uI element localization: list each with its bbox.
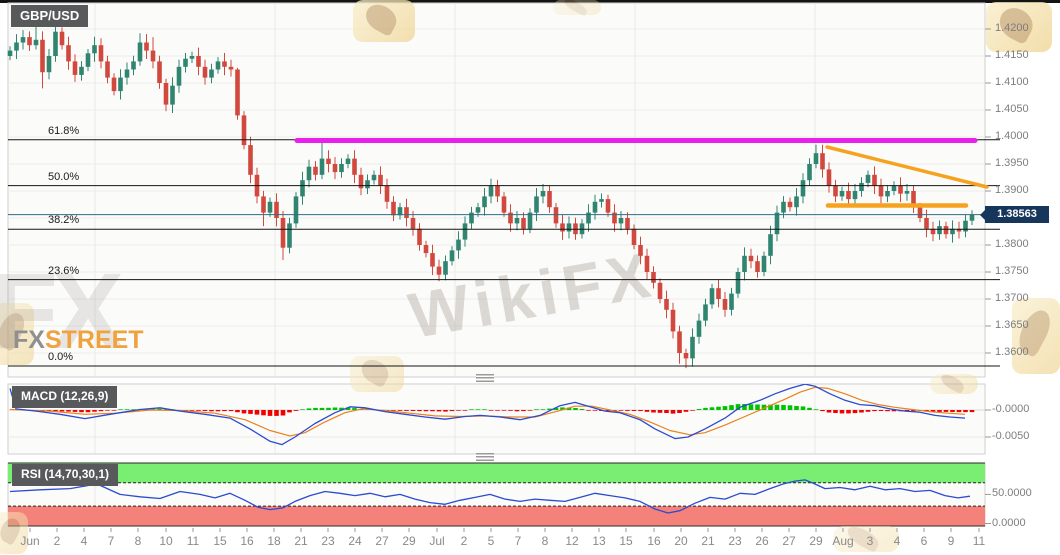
top-border bbox=[0, 0, 1060, 3]
date-label: 16 bbox=[240, 534, 254, 548]
date-label: 29 bbox=[809, 534, 823, 548]
date-label: 2 bbox=[460, 534, 468, 548]
panel-resize-handle[interactable] bbox=[476, 453, 494, 461]
date-label: 27 bbox=[375, 534, 389, 548]
date-label: 8 bbox=[134, 534, 142, 548]
date-label: 15 bbox=[213, 534, 227, 548]
date-label: 8 bbox=[541, 534, 549, 548]
wikifx-stamp-watermark bbox=[350, 356, 404, 392]
fxstreet-logo-fx: FX bbox=[13, 326, 45, 354]
price-axis-label: 1.4200 bbox=[995, 22, 1029, 34]
date-label: 10 bbox=[159, 534, 173, 548]
price-axis-label: 1.4100 bbox=[995, 76, 1029, 88]
date-label: 9 bbox=[947, 534, 955, 548]
price-axis-label: 1.3950 bbox=[995, 157, 1029, 169]
date-label: 6 bbox=[920, 534, 928, 548]
date-label: 12 bbox=[565, 534, 579, 548]
date-label: 29 bbox=[402, 534, 416, 548]
price-axis-label: 1.3800 bbox=[995, 238, 1029, 250]
date-label: 4 bbox=[893, 534, 901, 548]
date-label: 4 bbox=[80, 534, 88, 548]
wikifx-stamp-watermark bbox=[0, 303, 34, 365]
date-label: 13 bbox=[592, 534, 606, 548]
fib-level-label: 0.0% bbox=[48, 350, 74, 363]
date-label: 5 bbox=[487, 534, 495, 548]
date-label: 7 bbox=[514, 534, 522, 548]
fib-level-label: 38.2% bbox=[48, 214, 80, 227]
date-label: 11 bbox=[186, 534, 200, 548]
date-label: 21 bbox=[294, 534, 308, 548]
macd-axis-label: -0.0050 bbox=[992, 430, 1030, 442]
wikifx-stamp-watermark bbox=[1012, 298, 1060, 374]
wikifx-stamp-watermark bbox=[0, 512, 28, 554]
price-axis-label: 1.4050 bbox=[995, 103, 1029, 115]
date-label: 18 bbox=[267, 534, 281, 548]
fxstreet-logo-street: STREET bbox=[44, 326, 144, 354]
macd-axis-label: -0.0000 bbox=[992, 403, 1030, 415]
fib-level-label: 50.0% bbox=[48, 170, 80, 183]
price-axis-label: 1.3700 bbox=[995, 292, 1029, 304]
price-axis-label: 1.3600 bbox=[995, 346, 1029, 358]
date-label: 27 bbox=[782, 534, 796, 548]
panel-resize-handle[interactable] bbox=[476, 374, 494, 382]
wikifx-stamp-watermark bbox=[930, 374, 978, 394]
wikifx-stamp-watermark bbox=[353, 0, 415, 42]
date-label: 23 bbox=[728, 534, 742, 548]
price-axis-label: 1.3650 bbox=[995, 319, 1029, 331]
rsi-axis-label: 50.0000 bbox=[992, 487, 1032, 500]
wikifx-stamp-watermark bbox=[833, 526, 899, 552]
date-label: 26 bbox=[755, 534, 769, 548]
fib-level-label: 61.8% bbox=[48, 124, 80, 137]
date-label: 11 bbox=[972, 534, 986, 548]
current-price-label: 1.38563 bbox=[980, 206, 1049, 224]
rsi-axis-label: 0.0000 bbox=[992, 516, 1026, 529]
macd-indicator-badge: MACD (12,26,9) bbox=[12, 386, 118, 408]
date-label: 3 bbox=[866, 534, 874, 548]
date-label: Aug bbox=[832, 534, 854, 548]
wikifx-stamp-watermark bbox=[986, 2, 1052, 52]
date-label: 16 bbox=[647, 534, 661, 548]
date-label: Jul bbox=[429, 534, 445, 548]
fxstreet-ghost-watermark: FX bbox=[0, 250, 124, 371]
date-label: Jun bbox=[20, 534, 40, 548]
date-label: 20 bbox=[674, 534, 688, 548]
rsi-indicator-badge: RSI (14,70,30,1) bbox=[12, 464, 119, 486]
date-label: 7 bbox=[107, 534, 115, 548]
price-axis-label: 1.4000 bbox=[995, 130, 1029, 142]
date-label: 15 bbox=[619, 534, 633, 548]
date-label: 21 bbox=[701, 534, 715, 548]
date-label: 24 bbox=[348, 534, 362, 548]
price-axis-label: 1.4150 bbox=[995, 49, 1029, 61]
symbol-badge: GBP/USD bbox=[11, 5, 89, 27]
price-axis-label: 1.3750 bbox=[995, 265, 1029, 277]
wikifx-stamp-watermark bbox=[553, 0, 601, 15]
date-label: 23 bbox=[321, 534, 335, 548]
date-label: 2 bbox=[53, 534, 61, 548]
fib-level-label: 23.6% bbox=[48, 264, 80, 277]
price-axis-label: 1.3900 bbox=[995, 184, 1029, 196]
fxstreet-logo-watermark: FXSTREET bbox=[13, 326, 144, 355]
